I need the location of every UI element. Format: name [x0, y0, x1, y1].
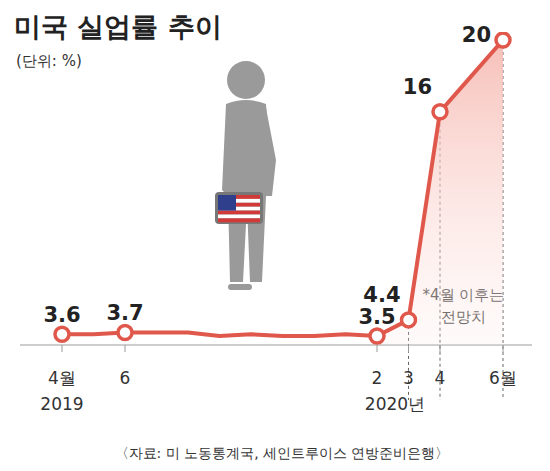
point [402, 313, 416, 327]
title: 미국 실업률 추이 [14, 11, 222, 42]
x-tick [440, 345, 441, 352]
person-head [227, 61, 265, 99]
flag-stripe [218, 218, 260, 222]
year-label: 2020년 [365, 394, 425, 414]
point [55, 327, 69, 341]
briefcase-flag [215, 192, 263, 224]
point [433, 105, 447, 119]
year-label: 2019 [40, 394, 83, 414]
briefcase [215, 192, 263, 224]
x-tick-label: 6 [120, 368, 131, 388]
x-tick-label: 4 [435, 368, 446, 388]
point [496, 33, 510, 47]
x-tick [377, 345, 378, 352]
data-label: 16 [403, 75, 432, 99]
point [118, 325, 132, 339]
line [62, 40, 503, 336]
x-tick-label: 4월 [48, 368, 76, 388]
flag-stripe [218, 215, 260, 219]
data-label: 3.6 [43, 303, 80, 327]
source: 〈자료: 미 노동통계국, 세인트루이스 연방준비은행〉 [115, 445, 450, 461]
subtitle: (단위: %) [16, 52, 82, 70]
point [370, 329, 384, 343]
chart: 미국 실업률 추이(단위: %)4월62346월20192020년*4월 이후는… [0, 0, 550, 471]
person-arm [262, 108, 276, 196]
data-label: 4.4 [363, 283, 400, 307]
person-icon [222, 61, 276, 290]
plot-area [55, 33, 510, 345]
data-label: 3.5 [358, 305, 395, 329]
x-tick-label: 3 [403, 368, 414, 388]
x-tick [503, 345, 504, 352]
x-tick [62, 345, 63, 352]
data-label: 3.7 [106, 301, 143, 325]
flag-stripe [218, 211, 260, 215]
x-tick [408, 345, 409, 352]
person-foot [228, 284, 252, 290]
x-tick [125, 345, 126, 352]
x-tick-label: 2 [372, 368, 383, 388]
data-label: 20 [462, 23, 491, 47]
flag-canton [218, 195, 236, 211]
x-tick-label: 6월 [489, 368, 517, 388]
